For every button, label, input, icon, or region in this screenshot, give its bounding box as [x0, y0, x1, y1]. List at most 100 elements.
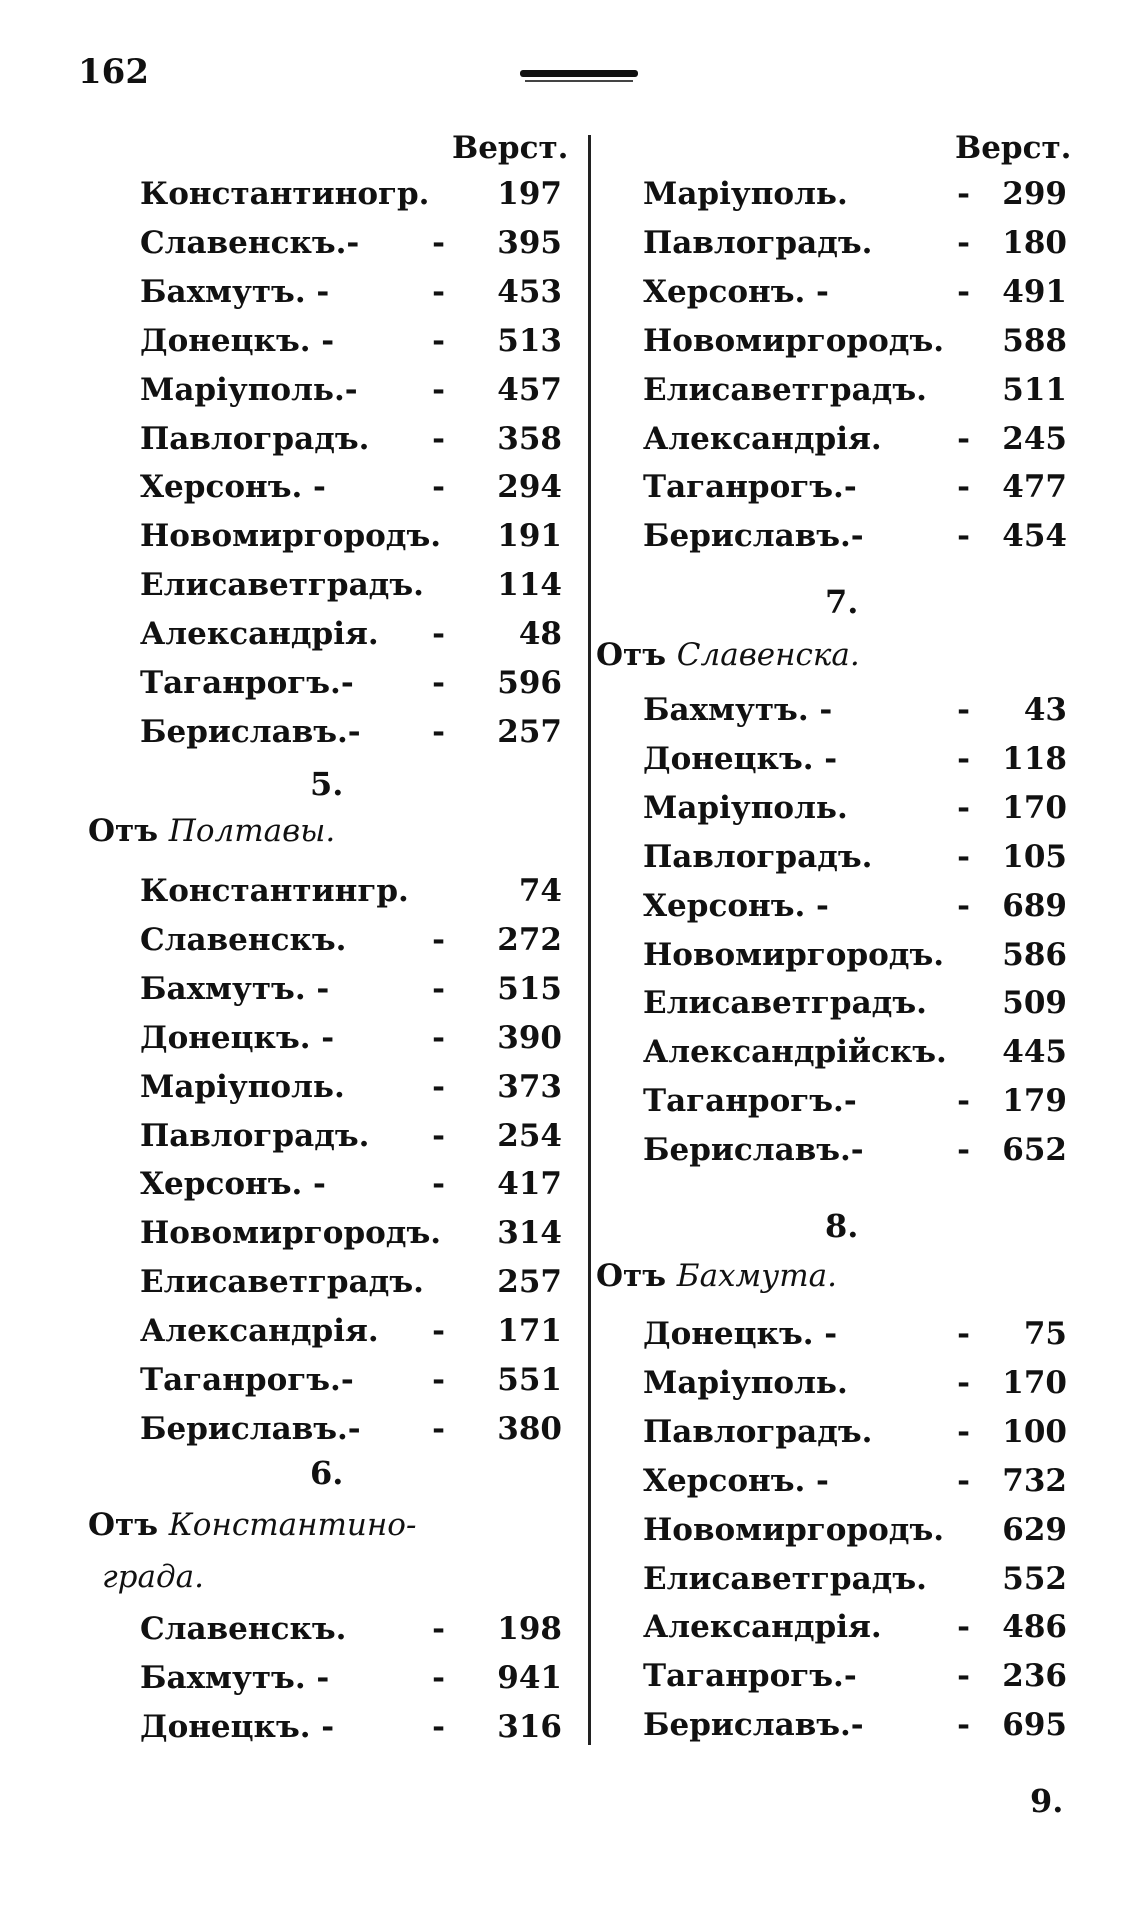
distance-row: Павлоградъ. -105	[0, 833, 1140, 881]
destination-name: Бериславъ.-	[643, 1132, 864, 1169]
destination-name: Таганрогъ.-	[140, 1362, 354, 1398]
leader-dash: -	[957, 469, 970, 506]
distance-value: 380	[497, 1410, 562, 1447]
page-number: 162	[78, 52, 149, 92]
section-number: 7.	[825, 583, 859, 621]
distance-value: 236	[1002, 1658, 1067, 1695]
leader-dash: -	[432, 1019, 445, 1056]
leader-dash: -	[957, 1132, 970, 1169]
destination-name: Донецкъ. -	[140, 322, 335, 359]
leader-dash: -	[957, 887, 970, 924]
destination-name: Новомиргородъ.	[643, 1511, 945, 1548]
distance-row: Донецкъ. - - 513	[0, 317, 1140, 365]
destination-name: Маріуполь.-	[140, 371, 358, 408]
distance-row: Маріуполь.- - 457	[0, 366, 1140, 414]
distance-row: Елисаветградъ. 257	[0, 1258, 1140, 1306]
destination-name: Херсонъ. -	[643, 887, 829, 924]
distance-value: 294	[497, 469, 562, 506]
distance-row: Новомиргородъ. 586	[0, 931, 1140, 979]
distance-value: 941	[497, 1659, 562, 1696]
distance-row: Александрія. -486	[0, 1603, 1140, 1651]
distance-row: Павлоградъ. - 358	[0, 415, 1140, 463]
distance-row: Маріуполь. -170	[0, 1359, 1140, 1407]
destination-name: Александрія.	[643, 420, 882, 457]
distance-row: Маріуполь. -299	[0, 170, 1140, 218]
distance-value: 588	[1002, 322, 1067, 359]
destination-name: Донецкъ. -	[140, 1019, 335, 1056]
distance-value: 457	[497, 371, 562, 408]
distance-row: Херсонъ. - - 417	[0, 1160, 1140, 1208]
destination-name: Александрійскъ.	[643, 1034, 947, 1071]
leader-dash: -	[432, 921, 445, 958]
unit-label-right: Верст.	[955, 130, 1072, 166]
column-divider	[588, 135, 591, 1745]
destination-name: Новомиргородъ.	[140, 518, 442, 555]
distance-row: Херсонъ. - - 294	[0, 463, 1140, 511]
leader-dash: -	[432, 970, 445, 1007]
destination-name: Таганрогъ.-	[643, 469, 857, 506]
origin-prefix: Отъ	[88, 1507, 158, 1543]
distance-row: Новомиргородъ. 629	[0, 1506, 1140, 1554]
leader-dash: -	[432, 1117, 445, 1154]
destination-name: Павлоградъ.	[643, 838, 873, 875]
destination-name: Донецкъ. -	[643, 740, 838, 777]
distance-value: 299	[1002, 176, 1067, 212]
destination-name: Бериславъ.-	[140, 713, 361, 750]
leader-dash: -	[432, 469, 445, 506]
distance-row: Новомиргородъ. 191	[0, 512, 1140, 560]
distance-row: Славенскъ.- - 395	[0, 219, 1140, 267]
destination-name: Бахмутъ. -	[140, 1659, 330, 1696]
leader-dash: -	[432, 1166, 445, 1203]
destination-name: Александрія.	[140, 616, 379, 653]
distance-row: Таганрогъ.- - 551	[0, 1356, 1140, 1404]
distance-value: 695	[1002, 1707, 1067, 1744]
section-origin: Отъ Константино-	[88, 1507, 416, 1543]
distance-value: 390	[497, 1019, 562, 1056]
distance-value: 652	[1002, 1132, 1067, 1169]
leader-dash: -	[432, 1410, 445, 1447]
section-number: 5.	[310, 765, 344, 803]
distance-value: 245	[1002, 420, 1067, 457]
distance-value: 257	[497, 1264, 562, 1301]
distance-row: Елисаветградъ. 552	[0, 1555, 1140, 1603]
distance-row: Донецкъ. - -118	[0, 735, 1140, 783]
distance-value: 732	[1002, 1462, 1067, 1499]
distance-value: 629	[1002, 1511, 1067, 1548]
distance-value: 105	[1002, 838, 1067, 875]
distance-value: 596	[497, 665, 562, 701]
distance-value: 272	[497, 921, 562, 958]
destination-name: Славенскъ.	[140, 921, 347, 958]
destination-name: Елисаветградъ.	[643, 1560, 927, 1597]
distance-row: Павлоградъ. -180	[0, 219, 1140, 267]
distance-row: Бахмутъ. - - 43	[0, 686, 1140, 734]
distance-value: 257	[497, 713, 562, 750]
leader-dash: -	[957, 692, 970, 728]
distance-row: Александрійскъ. 445	[0, 1028, 1140, 1076]
distance-value: 454	[1002, 518, 1067, 555]
distance-value: 513	[497, 322, 562, 359]
destination-name: Донецкъ. -	[140, 1708, 335, 1745]
distance-value: 75	[1023, 1316, 1067, 1352]
leader-dash: -	[432, 420, 445, 457]
destination-name: Новомиргородъ.	[140, 1215, 442, 1252]
distance-value: 191	[497, 518, 562, 555]
distance-value: 358	[497, 420, 562, 457]
destination-name: Таганрогъ.-	[643, 1083, 857, 1120]
origin-prefix: Отъ	[596, 637, 666, 673]
distance-value: 515	[497, 970, 562, 1007]
distance-value: 114	[497, 567, 562, 604]
distance-row: Бериславъ.- -454	[0, 512, 1140, 560]
destination-name: Павлоградъ.	[643, 224, 873, 261]
distance-value: 417	[497, 1166, 562, 1203]
distance-row: Таганрогъ.- -477	[0, 463, 1140, 511]
leader-dash: -	[432, 665, 445, 701]
destination-name: Маріуполь.	[643, 176, 848, 212]
section-origin: Отъ Славенска.	[596, 637, 860, 673]
distance-row: Маріуполь. -170	[0, 784, 1140, 832]
distance-row: Маріуполь. - 373	[0, 1063, 1140, 1111]
destination-name: Елисаветградъ.	[140, 567, 424, 604]
section-number: 6.	[310, 1454, 344, 1492]
distance-row: Александрія. - 48	[0, 610, 1140, 658]
leader-dash: -	[432, 322, 445, 359]
leader-dash: -	[432, 1708, 445, 1745]
